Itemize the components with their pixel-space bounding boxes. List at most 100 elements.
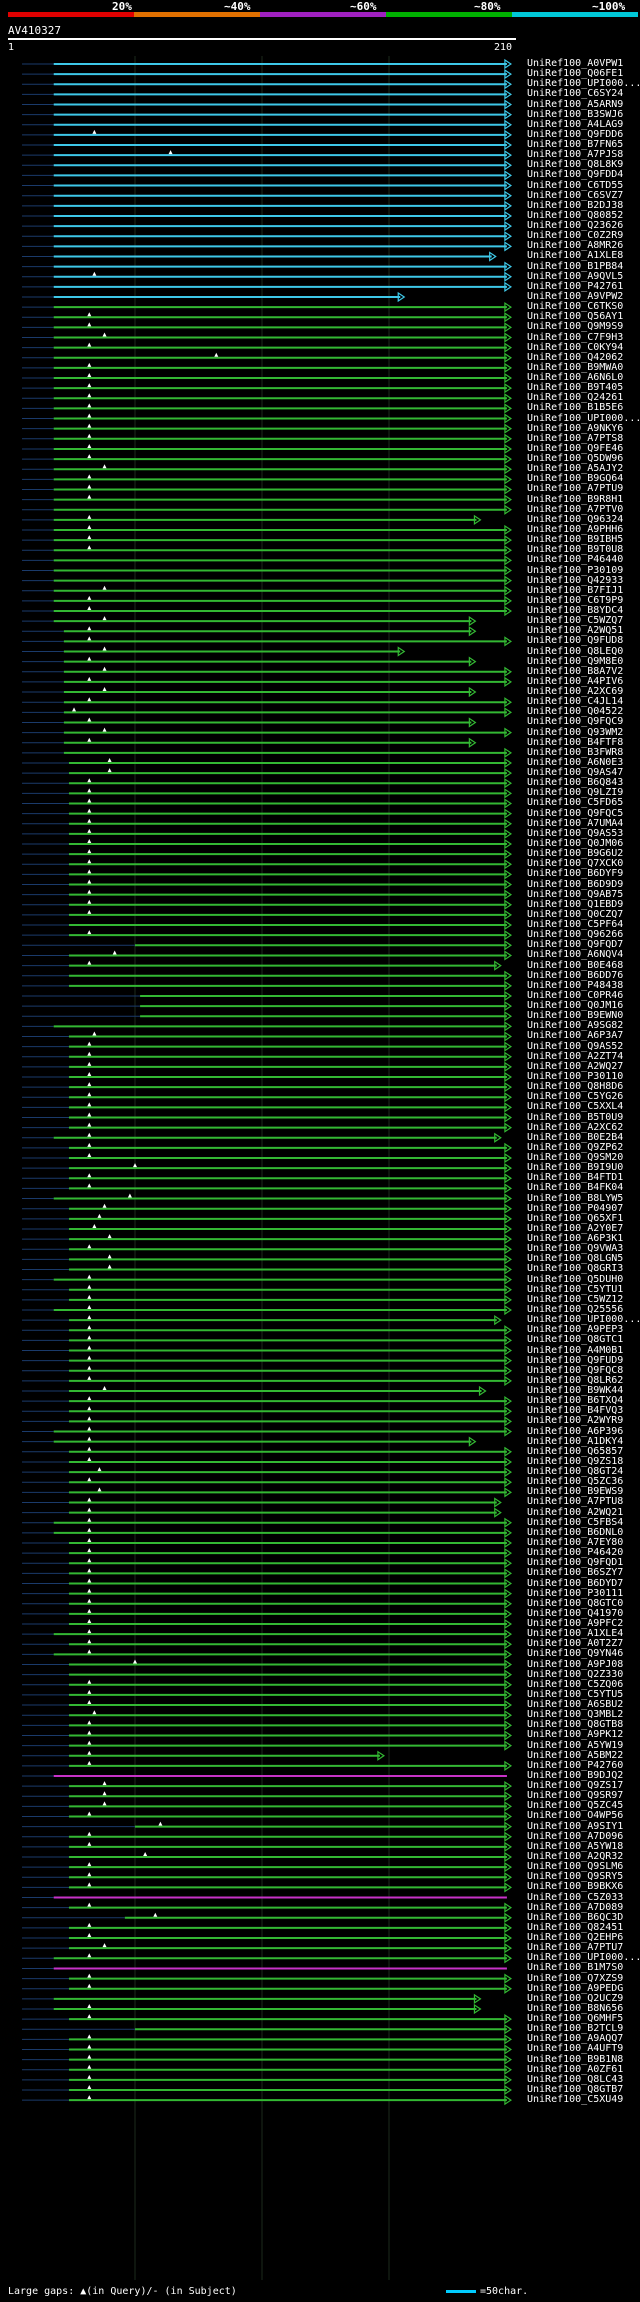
hit-label[interactable]: UniRef100_B9EWN0 [527, 1010, 624, 1022]
hit-label[interactable]: UniRef100_A6P3A7 [527, 1030, 624, 1042]
hit-label[interactable]: UniRef100_A9PEP3 [527, 1324, 624, 1336]
hit-label[interactable]: UniRef100_B6DYF9 [527, 868, 624, 880]
hit-label[interactable]: UniRef100_Q9AS52 [527, 1040, 624, 1052]
hit-label[interactable]: UniRef100_Q9LZI9 [527, 787, 624, 799]
hit-label[interactable]: UniRef100_B6Q843 [527, 777, 624, 789]
hit-label[interactable]: UniRef100_B0E2B4 [527, 1131, 624, 1143]
hit-label[interactable]: UniRef100_B6DD76 [527, 969, 624, 981]
hit-label[interactable]: UniRef100_A6N6L0 [527, 372, 624, 384]
hit-label[interactable]: UniRef100_A9PHH6 [527, 523, 624, 535]
hit-label[interactable]: UniRef100_Q9ZP62 [527, 1141, 624, 1153]
hit-label[interactable]: UniRef100_Q0CZQ7 [527, 908, 624, 920]
hit-label[interactable]: UniRef100_A2QR32 [527, 1851, 624, 1862]
hit-label[interactable]: UniRef100_B9EWS9 [527, 1486, 624, 1498]
hit-label[interactable]: UniRef100_P42760 [527, 1759, 624, 1771]
hit-label[interactable]: UniRef100_A5BM22 [527, 1749, 624, 1761]
hit-label[interactable]: UniRef100_A9PFC2 [527, 1618, 624, 1630]
hit-label[interactable]: UniRef100_C6T9P9 [527, 594, 624, 606]
hit-label[interactable]: UniRef100_A9PEDG [527, 1982, 624, 1994]
hit-label[interactable]: UniRef100_Q0JM16 [527, 1000, 624, 1012]
hit-label[interactable]: UniRef100_B9I9U0 [527, 1162, 624, 1174]
hit-label[interactable]: UniRef100_A7EY80 [527, 1536, 624, 1548]
hit-label[interactable]: UniRef100_Q65857 [527, 1445, 624, 1457]
hit-label[interactable]: UniRef100_Q5DW96 [527, 453, 624, 465]
hit-label[interactable]: UniRef100_C0KY94 [527, 341, 624, 353]
hit-label[interactable]: UniRef100_B4FTF8 [527, 736, 624, 748]
hit-label[interactable]: UniRef100_Q0JM06 [527, 838, 624, 849]
hit-label[interactable]: UniRef100_A2WQ27 [527, 1060, 624, 1072]
hit-label[interactable]: UniRef100_A7PTU7 [527, 1942, 624, 1954]
hit-label[interactable]: UniRef100_Q9FQC8 [527, 1364, 624, 1376]
hit-label[interactable]: UniRef100_B9DJQ2 [527, 1769, 624, 1781]
hit-label[interactable]: UniRef100_Q96266 [527, 929, 624, 941]
hit-label[interactable]: UniRef100_Q9FDD6 [527, 128, 624, 140]
hit-label[interactable]: UniRef100_Q7XCK0 [527, 858, 624, 870]
hit-label[interactable]: UniRef100_B9BKX6 [527, 1881, 624, 1893]
hit-label[interactable]: UniRef100_Q9FQC9 [527, 716, 624, 728]
hit-label[interactable]: UniRef100_B3FWR8 [527, 746, 624, 758]
hit-label[interactable]: UniRef100_Q9ZS18 [527, 1455, 624, 1467]
hit-label[interactable]: UniRef100_Q42062 [527, 351, 624, 363]
hit-label[interactable]: UniRef100_B1B5E6 [527, 402, 624, 414]
hit-label[interactable]: UniRef100_A0ZF61 [527, 2063, 624, 2075]
hit-label[interactable]: UniRef100_UPI000... [527, 1314, 640, 1326]
hit-label[interactable]: UniRef100_B6QC3D [527, 1911, 624, 1923]
hit-label[interactable]: UniRef100_B7FIJ1 [527, 584, 624, 596]
hit-label[interactable]: UniRef100_Q23626 [527, 220, 624, 232]
hit-label[interactable]: UniRef100_A4M0B1 [527, 1344, 624, 1356]
hit-label[interactable]: UniRef100_C5YTU1 [527, 1283, 624, 1295]
hit-label[interactable]: UniRef100_Q96324 [527, 513, 624, 525]
hit-label[interactable]: UniRef100_Q8LGN5 [527, 1253, 624, 1265]
hit-label[interactable]: UniRef100_A2XC69 [527, 686, 624, 698]
hit-label[interactable]: UniRef100_UPI000... [527, 412, 640, 424]
hit-label[interactable]: UniRef100_Q25556 [527, 1303, 624, 1315]
hit-label[interactable]: UniRef100_Q9FE46 [527, 442, 624, 454]
hit-label[interactable]: UniRef100_A6P3K1 [527, 1233, 624, 1245]
hit-label[interactable]: UniRef100_B9T0U8 [527, 544, 624, 556]
hit-label[interactable]: UniRef100_B5T0U9 [527, 1111, 624, 1123]
hit-label[interactable]: UniRef100_Q42933 [527, 574, 624, 586]
hit-label[interactable]: UniRef100_C0Z2R9 [527, 230, 624, 242]
hit-label[interactable]: UniRef100_Q6MHF5 [527, 2013, 624, 2025]
hit-label[interactable]: UniRef100_Q9M9S9 [527, 321, 624, 333]
hit-label[interactable]: UniRef100_A6N0E3 [527, 756, 624, 768]
hit-label[interactable]: UniRef100_P46440 [527, 554, 624, 566]
hit-label[interactable]: UniRef100_C0PR46 [527, 989, 624, 1001]
hit-label[interactable]: UniRef100_P04907 [527, 1202, 624, 1214]
hit-label[interactable]: UniRef100_B7FN65 [527, 139, 624, 151]
hit-label[interactable]: UniRef100_Q82451 [527, 1921, 624, 1933]
hit-label[interactable]: UniRef100_Q8GTC1 [527, 1334, 624, 1346]
hit-label[interactable]: UniRef100_A9SG82 [527, 1020, 624, 1032]
hit-label[interactable]: UniRef100_Q9SRY5 [527, 1871, 624, 1883]
hit-label[interactable]: UniRef100_A7D089 [527, 1901, 624, 1913]
hit-label[interactable]: UniRef100_A2WYR9 [527, 1415, 624, 1427]
hit-label[interactable]: UniRef100_A2Y0E7 [527, 1222, 624, 1234]
hit-label[interactable]: UniRef100_Q8GTB8 [527, 1719, 624, 1731]
hit-label[interactable]: UniRef100_A5YW18 [527, 1840, 624, 1852]
hit-label[interactable]: UniRef100_Q3MBL2 [527, 1709, 624, 1721]
hit-label[interactable]: UniRef100_A6NQV4 [527, 949, 624, 961]
hit-label[interactable]: UniRef100_B2TCL9 [527, 2023, 624, 2035]
hit-label[interactable]: UniRef100_C6TD55 [527, 179, 624, 191]
hit-label[interactable]: UniRef100_B6SZY7 [527, 1567, 624, 1579]
hit-label[interactable]: UniRef100_A4LAG9 [527, 118, 624, 130]
hit-label[interactable]: UniRef100_Q8GRI3 [527, 1263, 624, 1275]
hit-label[interactable]: UniRef100_P30111 [527, 1587, 624, 1599]
hit-label[interactable]: UniRef100_A7PTV0 [527, 503, 624, 515]
hit-label[interactable]: UniRef100_C6TKS0 [527, 301, 624, 313]
hit-label[interactable]: UniRef100_B2DJ38 [527, 199, 624, 211]
hit-label[interactable]: UniRef100_B4FTD1 [527, 1172, 624, 1184]
hit-label[interactable]: UniRef100_A1XLE4 [527, 1628, 624, 1640]
hit-label[interactable]: UniRef100_C5XU49 [527, 2094, 624, 2106]
hit-label[interactable]: UniRef100_Q65XF1 [527, 1212, 624, 1224]
hit-label[interactable]: UniRef100_B8A7V2 [527, 665, 624, 677]
hit-label[interactable]: UniRef100_Q2Z330 [527, 1668, 624, 1680]
hit-label[interactable]: UniRef100_C5YTU5 [527, 1688, 624, 1700]
hit-label[interactable]: UniRef100_P42761 [527, 280, 624, 292]
hit-label[interactable]: UniRef100_A4UFT9 [527, 2043, 624, 2055]
hit-label[interactable]: UniRef100_B9IBH5 [527, 534, 624, 546]
hit-label[interactable]: UniRef100_B6D9D9 [527, 878, 624, 890]
hit-label[interactable]: UniRef100_C5PF64 [527, 919, 624, 931]
hit-label[interactable]: UniRef100_Q9SR97 [527, 1790, 624, 1802]
hit-label[interactable]: UniRef100_C6SY24 [527, 88, 624, 100]
